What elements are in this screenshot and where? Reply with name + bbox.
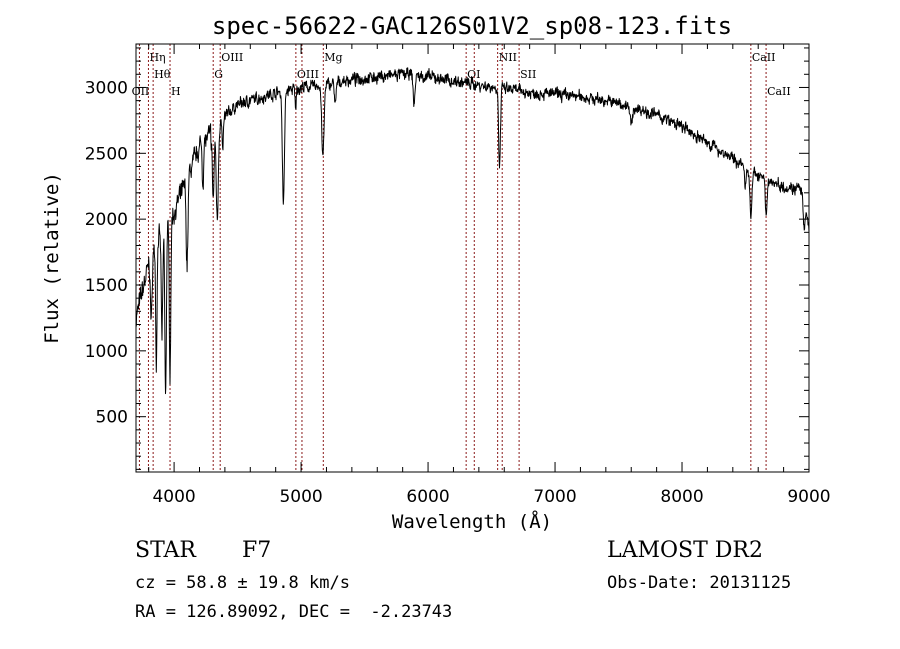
x-axis-label: Wavelength (Å) <box>392 510 552 533</box>
y-tick-label: 2500 <box>85 144 128 164</box>
marker-label: CaII <box>752 51 776 64</box>
marker-label: H <box>171 85 181 98</box>
x-tick-label: 6000 <box>406 487 449 507</box>
spectrum-line <box>135 67 810 395</box>
x-tick-label: 9000 <box>787 487 830 507</box>
redshift-readout: cz = 58.8 ± 19.8 km/s <box>135 573 350 593</box>
marker-label: G <box>214 68 223 81</box>
x-tick-label: 8000 <box>660 487 703 507</box>
marker-label: OII <box>132 85 150 98</box>
marker-label: Mg <box>324 51 342 64</box>
object-subclass: F7 <box>242 538 272 563</box>
coordinates-readout: RA = 126.89092, DEC = -2.23743 <box>135 602 453 622</box>
marker-label: Hη <box>149 51 165 64</box>
x-tick-label: 4000 <box>152 487 195 507</box>
y-tick-label: 1500 <box>85 276 128 296</box>
y-axis-label: Flux (relative) <box>41 172 63 344</box>
y-tick-label: 1000 <box>85 342 128 362</box>
chart-title: spec-56622-GAC126S01V2_sp08-123.fits <box>212 12 732 40</box>
obs-date: Obs-Date: 20131125 <box>607 573 792 593</box>
axis-ticks: 4000 5000 6000 7000 8000 9000 500 1000 1500 2000 2… <box>85 44 831 507</box>
marker-label: CaII <box>767 85 791 98</box>
marker-label: Hθ <box>154 68 171 81</box>
x-tick-label: 5000 <box>279 487 322 507</box>
x-tick-label: 7000 <box>533 487 576 507</box>
marker-label: OI <box>467 68 480 81</box>
marker-label: OIII <box>221 51 243 64</box>
marker-label: SII <box>520 68 536 81</box>
marker-label: OIII <box>297 68 319 81</box>
plot-frame <box>135 43 810 473</box>
y-tick-label: 2000 <box>85 210 128 230</box>
y-tick-label: 3000 <box>85 78 128 98</box>
marker-label: NII <box>499 51 517 64</box>
y-tick-label: 500 <box>96 408 128 428</box>
survey-name: LAMOST DR2 <box>607 538 763 563</box>
object-class: STAR <box>135 538 196 563</box>
